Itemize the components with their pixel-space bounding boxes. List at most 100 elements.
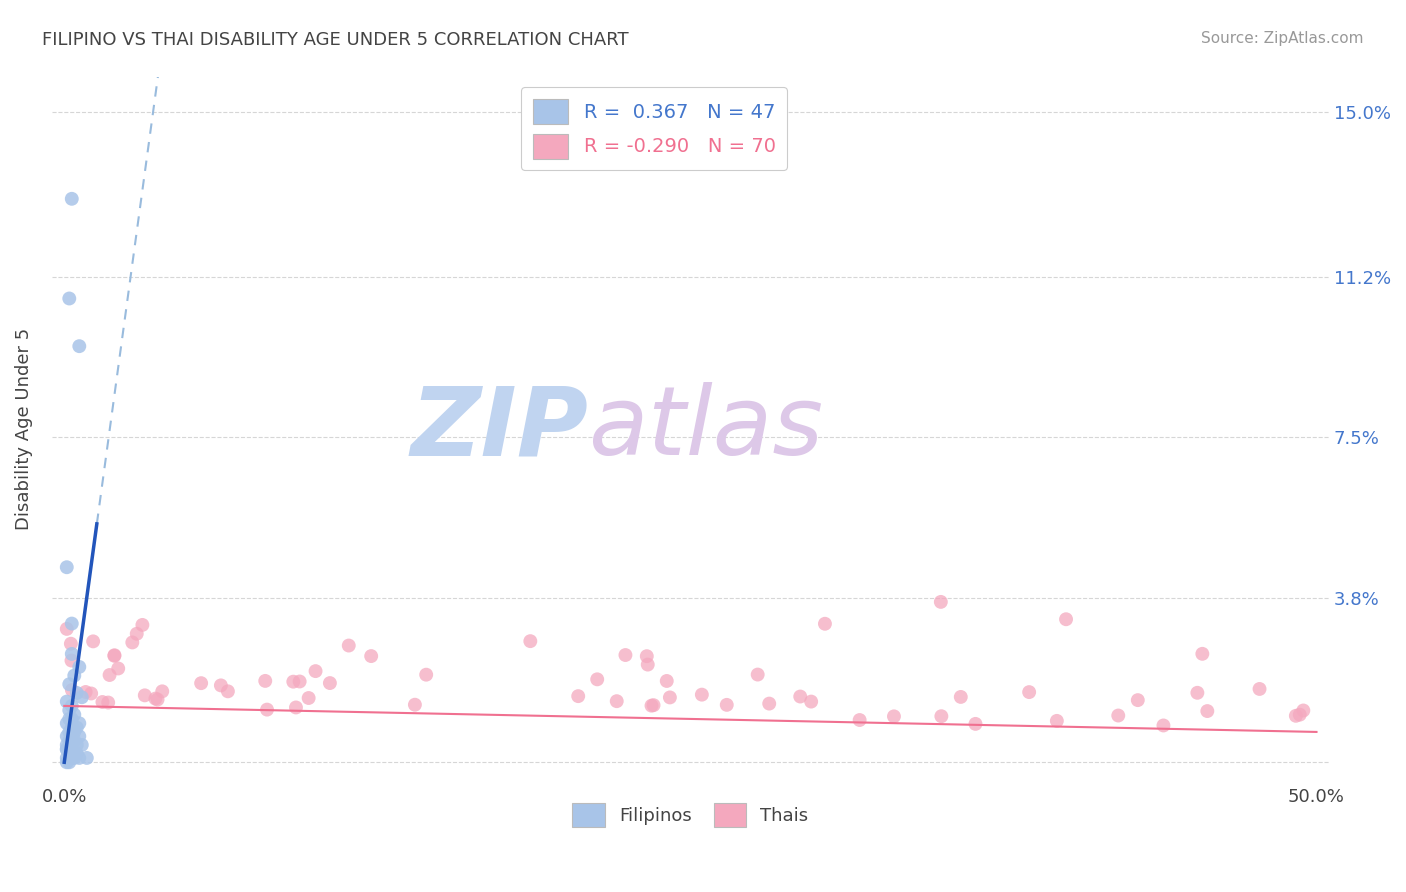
Point xyxy=(60,751,83,765)
Point xyxy=(655,673,678,688)
Point xyxy=(1197,704,1219,718)
Point xyxy=(70,690,93,705)
Point xyxy=(82,634,104,648)
Point xyxy=(1288,707,1310,722)
Point xyxy=(58,738,80,752)
Point xyxy=(285,700,308,714)
Point xyxy=(337,639,360,653)
Point xyxy=(658,690,681,705)
Point xyxy=(319,676,342,690)
Point xyxy=(716,698,738,712)
Point xyxy=(58,733,80,747)
Point xyxy=(125,627,148,641)
Point xyxy=(614,648,637,662)
Point xyxy=(107,661,129,675)
Point xyxy=(76,751,98,765)
Point xyxy=(637,657,659,672)
Point xyxy=(60,712,83,726)
Point xyxy=(283,674,305,689)
Point xyxy=(70,738,93,752)
Text: FILIPINO VS THAI DISABILITY AGE UNDER 5 CORRELATION CHART: FILIPINO VS THAI DISABILITY AGE UNDER 5 … xyxy=(42,31,628,49)
Point xyxy=(636,649,658,664)
Point xyxy=(567,689,589,703)
Point xyxy=(60,698,83,713)
Point xyxy=(63,747,86,761)
Point xyxy=(58,677,80,691)
Point xyxy=(67,716,90,731)
Point xyxy=(63,707,86,722)
Text: atlas: atlas xyxy=(588,382,823,475)
Point xyxy=(747,667,769,681)
Point xyxy=(121,635,143,649)
Point xyxy=(103,648,125,663)
Point xyxy=(60,733,83,747)
Point xyxy=(60,747,83,761)
Point xyxy=(640,698,662,713)
Point xyxy=(690,688,713,702)
Point xyxy=(55,695,77,709)
Point xyxy=(1292,704,1315,718)
Point xyxy=(67,751,90,765)
Point xyxy=(60,683,83,698)
Point xyxy=(209,678,232,692)
Point xyxy=(97,696,120,710)
Point xyxy=(58,742,80,756)
Point xyxy=(929,595,952,609)
Point xyxy=(55,751,77,765)
Point xyxy=(67,729,90,743)
Point xyxy=(58,292,80,306)
Point xyxy=(217,684,239,698)
Point xyxy=(190,676,212,690)
Point xyxy=(58,747,80,761)
Point xyxy=(67,339,90,353)
Point xyxy=(848,713,870,727)
Point xyxy=(66,686,89,700)
Point xyxy=(60,647,83,661)
Point xyxy=(80,686,103,700)
Point xyxy=(1054,612,1077,626)
Point xyxy=(60,721,83,735)
Point xyxy=(1018,685,1040,699)
Point xyxy=(146,692,169,706)
Point xyxy=(1285,708,1308,723)
Point xyxy=(55,756,77,770)
Point xyxy=(1191,647,1213,661)
Point xyxy=(1046,714,1069,728)
Point xyxy=(63,668,86,682)
Point xyxy=(63,733,86,747)
Point xyxy=(58,756,80,770)
Point xyxy=(55,716,77,731)
Legend: Filipinos, Thais: Filipinos, Thais xyxy=(565,797,815,834)
Point xyxy=(67,660,90,674)
Point xyxy=(60,192,83,206)
Point xyxy=(55,742,77,756)
Point xyxy=(965,717,987,731)
Point xyxy=(1187,686,1209,700)
Text: ZIP: ZIP xyxy=(411,382,588,475)
Point xyxy=(63,751,86,765)
Point xyxy=(606,694,628,708)
Point xyxy=(131,618,153,632)
Point xyxy=(58,712,80,726)
Point xyxy=(1107,708,1129,723)
Point xyxy=(304,664,326,678)
Point xyxy=(254,673,277,688)
Point xyxy=(814,616,837,631)
Point xyxy=(883,709,905,723)
Point xyxy=(931,709,953,723)
Point xyxy=(66,738,89,752)
Point xyxy=(134,689,156,703)
Point xyxy=(415,667,437,681)
Point xyxy=(60,729,83,743)
Point xyxy=(55,738,77,752)
Point xyxy=(800,695,823,709)
Text: Source: ZipAtlas.com: Source: ZipAtlas.com xyxy=(1201,31,1364,46)
Point xyxy=(55,729,77,743)
Point xyxy=(55,622,77,636)
Point xyxy=(145,691,167,706)
Point xyxy=(288,674,311,689)
Point xyxy=(949,690,972,704)
Point xyxy=(360,649,382,664)
Point xyxy=(643,698,665,713)
Point xyxy=(256,703,278,717)
